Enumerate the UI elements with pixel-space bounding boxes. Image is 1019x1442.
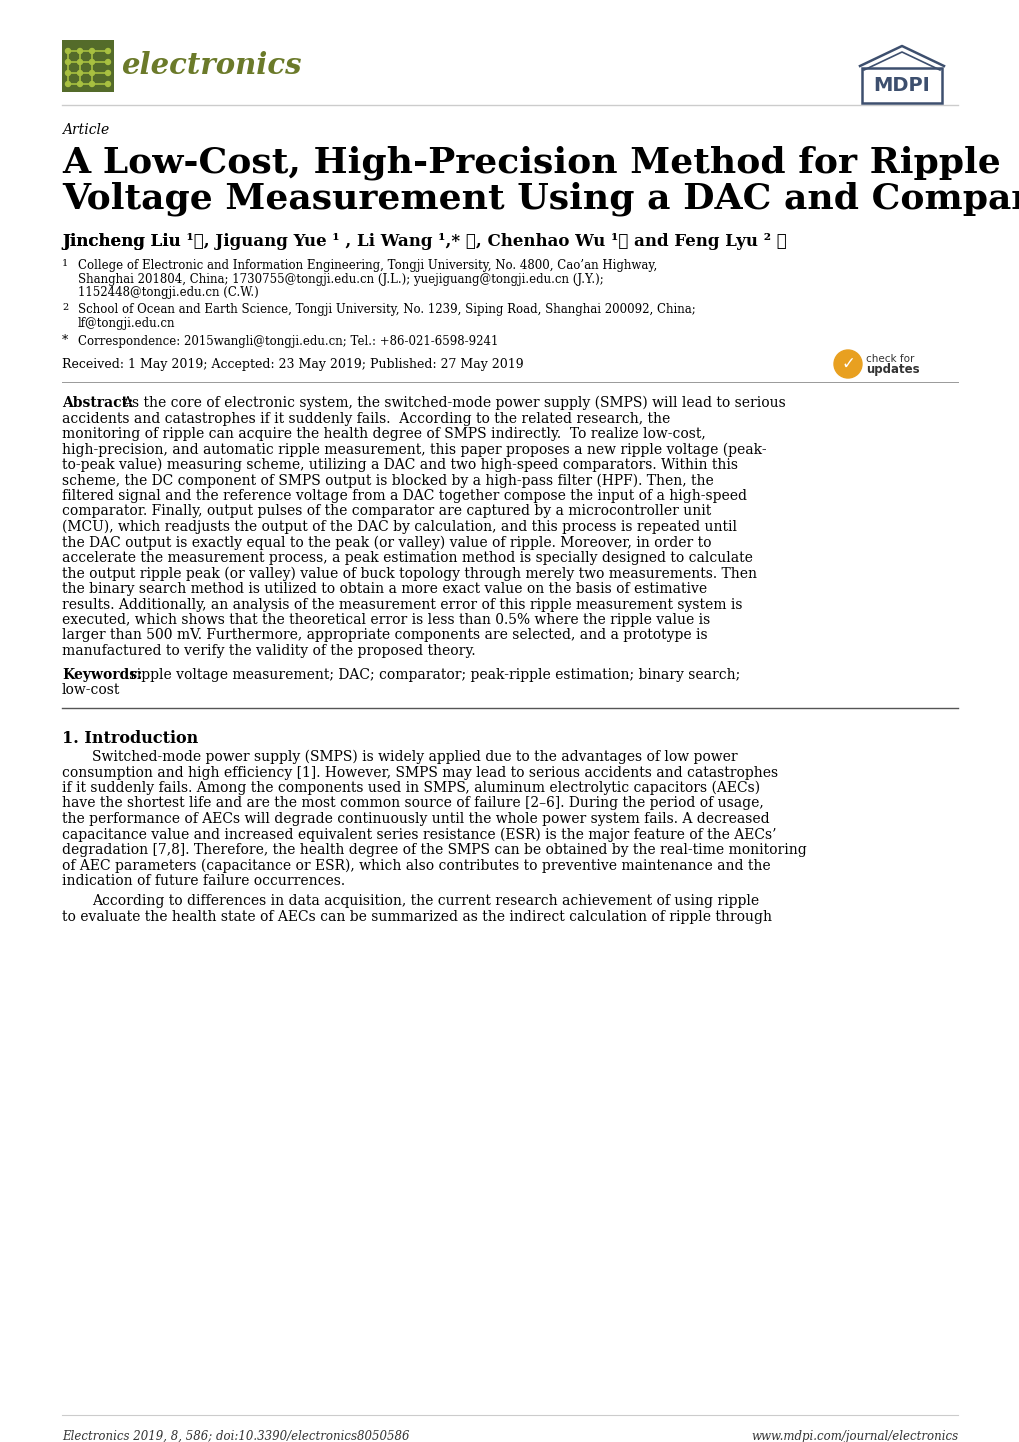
Text: Switched-mode power supply (SMPS) is widely applied due to the advantages of low: Switched-mode power supply (SMPS) is wid… xyxy=(92,750,737,764)
Circle shape xyxy=(65,71,70,75)
Text: ripple voltage measurement; DAC; comparator; peak-ripple estimation; binary sear: ripple voltage measurement; DAC; compara… xyxy=(129,668,740,682)
Text: 1152448@tongji.edu.cn (C.W.): 1152448@tongji.edu.cn (C.W.) xyxy=(77,286,259,298)
Circle shape xyxy=(105,59,110,65)
Circle shape xyxy=(834,350,861,378)
Circle shape xyxy=(90,71,95,75)
Text: indication of future failure occurrences.: indication of future failure occurrences… xyxy=(62,874,344,888)
Text: As the core of electronic system, the switched-mode power supply (SMPS) will lea: As the core of electronic system, the sw… xyxy=(122,397,785,411)
Circle shape xyxy=(90,49,95,53)
Circle shape xyxy=(77,49,83,53)
Circle shape xyxy=(65,49,70,53)
Circle shape xyxy=(105,71,110,75)
Text: if it suddenly fails. Among the components used in SMPS, aluminum electrolytic c: if it suddenly fails. Among the componen… xyxy=(62,782,759,796)
Text: Article: Article xyxy=(62,123,109,137)
Text: to-peak value) measuring scheme, utilizing a DAC and two high-speed comparators.: to-peak value) measuring scheme, utilizi… xyxy=(62,459,738,473)
Text: lf@tongji.edu.cn: lf@tongji.edu.cn xyxy=(77,317,175,330)
Text: comparator. Finally, output pulses of the comparator are captured by a microcont: comparator. Finally, output pulses of th… xyxy=(62,505,710,519)
Text: (MCU), which readjusts the output of the DAC by calculation, and this process is: (MCU), which readjusts the output of the… xyxy=(62,521,737,535)
Circle shape xyxy=(77,82,83,87)
Text: scheme, the DC component of SMPS output is blocked by a high-pass filter (HPF). : scheme, the DC component of SMPS output … xyxy=(62,473,713,487)
Text: to evaluate the health state of AECs can be summarized as the indirect calculati: to evaluate the health state of AECs can… xyxy=(62,910,771,924)
Text: Voltage Measurement Using a DAC and Comparators: Voltage Measurement Using a DAC and Comp… xyxy=(62,182,1019,215)
Text: degradation [7,8]. Therefore, the health degree of the SMPS can be obtained by t: degradation [7,8]. Therefore, the health… xyxy=(62,844,806,857)
Text: updates: updates xyxy=(865,362,919,375)
Circle shape xyxy=(90,82,95,87)
Text: 1. Introduction: 1. Introduction xyxy=(62,730,198,747)
Text: College of Electronic and Information Engineering, Tongji University, No. 4800, : College of Electronic and Information En… xyxy=(77,260,656,273)
Text: Jincheng Liu: Jincheng Liu xyxy=(62,234,186,249)
Text: the performance of AECs will degrade continuously until the whole power system f: the performance of AECs will degrade con… xyxy=(62,812,769,826)
Text: accelerate the measurement process, a peak estimation method is specially design: accelerate the measurement process, a pe… xyxy=(62,551,752,565)
Text: larger than 500 mV. Furthermore, appropriate components are selected, and a prot: larger than 500 mV. Furthermore, appropr… xyxy=(62,629,707,643)
Text: check for: check for xyxy=(865,353,913,363)
Text: ✓: ✓ xyxy=(841,355,854,373)
Text: A Low-Cost, High-Precision Method for Ripple: A Low-Cost, High-Precision Method for Ri… xyxy=(62,146,1000,179)
Text: *: * xyxy=(62,335,68,348)
Text: MDPI: MDPI xyxy=(872,76,929,95)
Circle shape xyxy=(65,59,70,65)
Text: Keywords:: Keywords: xyxy=(62,668,142,682)
Circle shape xyxy=(77,59,83,65)
Text: Correspondence: 2015wangli@tongji.edu.cn; Tel.: +86-021-6598-9241: Correspondence: 2015wangli@tongji.edu.cn… xyxy=(77,335,498,348)
Text: high-precision, and automatic ripple measurement, this paper proposes a new ripp: high-precision, and automatic ripple mea… xyxy=(62,443,766,457)
Text: electronics: electronics xyxy=(121,52,302,81)
Circle shape xyxy=(65,82,70,87)
Text: 2: 2 xyxy=(62,303,68,313)
Text: accidents and catastrophes if it suddenly fails.  According to the related resea: accidents and catastrophes if it suddenl… xyxy=(62,411,669,425)
Text: Received: 1 May 2019; Accepted: 23 May 2019; Published: 27 May 2019: Received: 1 May 2019; Accepted: 23 May 2… xyxy=(62,358,523,371)
Text: executed, which shows that the theoretical error is less than 0.5% where the rip: executed, which shows that the theoretic… xyxy=(62,613,709,627)
Text: results. Additionally, an analysis of the measurement error of this ripple measu: results. Additionally, an analysis of th… xyxy=(62,597,742,611)
Text: the DAC output is exactly equal to the peak (or valley) value of ripple. Moreove: the DAC output is exactly equal to the p… xyxy=(62,535,711,549)
Text: low-cost: low-cost xyxy=(62,684,120,696)
FancyBboxPatch shape xyxy=(62,40,114,92)
Text: Electronics 2019, 8, 586; doi:10.3390/electronics8050586: Electronics 2019, 8, 586; doi:10.3390/el… xyxy=(62,1430,409,1442)
Circle shape xyxy=(77,71,83,75)
Circle shape xyxy=(105,82,110,87)
Text: filtered signal and the reference voltage from a DAC together compose the input : filtered signal and the reference voltag… xyxy=(62,489,746,503)
Text: capacitance value and increased equivalent series resistance (ESR) is the major : capacitance value and increased equivale… xyxy=(62,828,775,842)
Text: manufactured to verify the validity of the proposed theory.: manufactured to verify the validity of t… xyxy=(62,645,475,658)
Text: www.mdpi.com/journal/electronics: www.mdpi.com/journal/electronics xyxy=(750,1430,957,1442)
Circle shape xyxy=(105,49,110,53)
Text: consumption and high efficiency [1]. However, SMPS may lead to serious accidents: consumption and high efficiency [1]. How… xyxy=(62,766,777,780)
Circle shape xyxy=(90,59,95,65)
Text: the output ripple peak (or valley) value of buck topology through merely two mea: the output ripple peak (or valley) value… xyxy=(62,567,756,581)
Text: Shanghai 201804, China; 1730755@tongji.edu.cn (J.L.); yuejiguang@tongji.edu.cn (: Shanghai 201804, China; 1730755@tongji.e… xyxy=(77,273,603,286)
Text: the binary search method is utilized to obtain a more exact value on the basis o: the binary search method is utilized to … xyxy=(62,583,706,596)
Text: School of Ocean and Earth Science, Tongji University, No. 1239, Siping Road, Sha: School of Ocean and Earth Science, Tongj… xyxy=(77,303,695,316)
Text: According to differences in data acquisition, the current research achievement o: According to differences in data acquisi… xyxy=(92,894,758,908)
Text: Abstract:: Abstract: xyxy=(62,397,133,410)
Text: of AEC parameters (capacitance or ESR), which also contributes to preventive mai: of AEC parameters (capacitance or ESR), … xyxy=(62,858,770,872)
Text: 1: 1 xyxy=(62,260,68,268)
Text: monitoring of ripple can acquire the health degree of SMPS indirectly.  To reali: monitoring of ripple can acquire the hea… xyxy=(62,427,705,441)
Text: Jincheng Liu ¹ⓘ, Jiguang Yue ¹ , Li Wang ¹,* ⓘ, Chenhao Wu ¹ⓘ and Feng Lyu ² ⓘ: Jincheng Liu ¹ⓘ, Jiguang Yue ¹ , Li Wang… xyxy=(62,234,786,249)
Text: have the shortest life and are the most common source of failure [2–6]. During t: have the shortest life and are the most … xyxy=(62,796,763,810)
